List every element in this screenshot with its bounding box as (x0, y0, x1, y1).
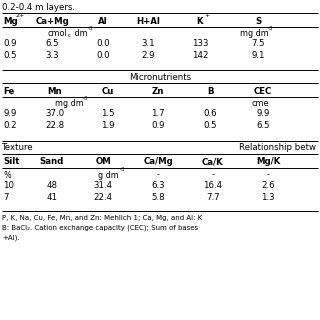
Text: OM: OM (95, 157, 111, 166)
Text: P, K, Na, Cu, Fe, Mn, and Zn: Mehlich 1; Ca, Mg, and Al: K: P, K, Na, Cu, Fe, Mn, and Zn: Mehlich 1;… (2, 215, 202, 221)
Text: 0.6: 0.6 (203, 109, 217, 118)
Text: S: S (255, 17, 261, 26)
Text: 0.2: 0.2 (3, 122, 17, 131)
Text: 37.0: 37.0 (45, 109, 65, 118)
Text: 3.3: 3.3 (45, 52, 59, 60)
Text: Silt: Silt (3, 157, 20, 166)
Text: 1.5: 1.5 (101, 109, 115, 118)
Text: -3: -3 (88, 26, 93, 31)
Text: +Al).: +Al). (2, 235, 20, 241)
Text: B: B (207, 86, 213, 95)
Text: 6.5: 6.5 (45, 39, 59, 49)
Text: 48: 48 (46, 180, 58, 189)
Text: Mn: Mn (48, 86, 62, 95)
Text: Al: Al (98, 17, 108, 26)
Text: Cu: Cu (102, 86, 114, 95)
Text: 5.8: 5.8 (151, 193, 165, 202)
Text: +: + (204, 13, 209, 18)
Text: 7: 7 (3, 193, 9, 202)
Text: Micronutrients: Micronutrients (129, 73, 191, 82)
Text: K: K (197, 17, 203, 26)
Text: g dm: g dm (98, 171, 119, 180)
Text: Relationship betw: Relationship betw (239, 143, 316, 153)
Text: -: - (212, 171, 214, 180)
Text: 0.5: 0.5 (203, 122, 217, 131)
Text: 0.9: 0.9 (151, 122, 165, 131)
Text: 10: 10 (3, 180, 14, 189)
Text: 2.6: 2.6 (261, 180, 275, 189)
Text: 7.5: 7.5 (251, 39, 265, 49)
Text: Sand: Sand (40, 157, 64, 166)
Text: Zn: Zn (152, 86, 164, 95)
Text: %: % (3, 171, 11, 180)
Text: -: - (156, 171, 159, 180)
Text: 0.5: 0.5 (3, 52, 17, 60)
Text: dm: dm (72, 29, 88, 38)
Text: Mg/K: Mg/K (256, 157, 280, 166)
Text: 0.2-0.4 m layers.: 0.2-0.4 m layers. (2, 3, 75, 12)
Text: 1.3: 1.3 (261, 193, 275, 202)
Text: 9.1: 9.1 (251, 52, 265, 60)
Text: 2.9: 2.9 (141, 52, 155, 60)
Text: 41: 41 (46, 193, 58, 202)
Text: 16.4: 16.4 (204, 180, 223, 189)
Text: 0.9: 0.9 (3, 39, 17, 49)
Text: B: BaCl₂. Cation exchange capacity (CEC); Sum of bases: B: BaCl₂. Cation exchange capacity (CEC)… (2, 225, 198, 231)
Text: 9.9: 9.9 (3, 109, 16, 118)
Text: 133: 133 (192, 39, 208, 49)
Text: 1.9: 1.9 (101, 122, 115, 131)
Text: mg dm: mg dm (55, 100, 84, 108)
Text: Ca/Mg: Ca/Mg (143, 157, 173, 166)
Text: Ca+Mg: Ca+Mg (35, 17, 69, 26)
Text: 3.1: 3.1 (141, 39, 155, 49)
Text: 2+: 2+ (16, 13, 25, 18)
Text: Fe: Fe (3, 86, 14, 95)
Text: CEC: CEC (254, 86, 272, 95)
Text: -3: -3 (120, 167, 125, 172)
Text: 22.4: 22.4 (93, 193, 113, 202)
Text: -3: -3 (268, 26, 274, 31)
Text: 9.9: 9.9 (256, 109, 270, 118)
Text: -3: -3 (83, 96, 89, 101)
Text: 0.0: 0.0 (96, 39, 110, 49)
Text: Ca/K: Ca/K (202, 157, 224, 166)
Text: 142: 142 (192, 52, 208, 60)
Text: cmol: cmol (48, 29, 68, 38)
Text: 1.7: 1.7 (151, 109, 165, 118)
Text: Texture: Texture (2, 143, 34, 153)
Text: 31.4: 31.4 (93, 180, 113, 189)
Text: H+Al: H+Al (136, 17, 160, 26)
Text: 0.0: 0.0 (96, 52, 110, 60)
Text: -: - (267, 171, 269, 180)
Text: 6.5: 6.5 (256, 122, 270, 131)
Text: 6.3: 6.3 (151, 180, 165, 189)
Text: 22.8: 22.8 (45, 122, 65, 131)
Text: mg dm: mg dm (240, 29, 269, 38)
Text: cme: cme (252, 100, 269, 108)
Text: 7.7: 7.7 (206, 193, 220, 202)
Text: Mg: Mg (3, 17, 18, 26)
Text: c: c (68, 33, 71, 38)
